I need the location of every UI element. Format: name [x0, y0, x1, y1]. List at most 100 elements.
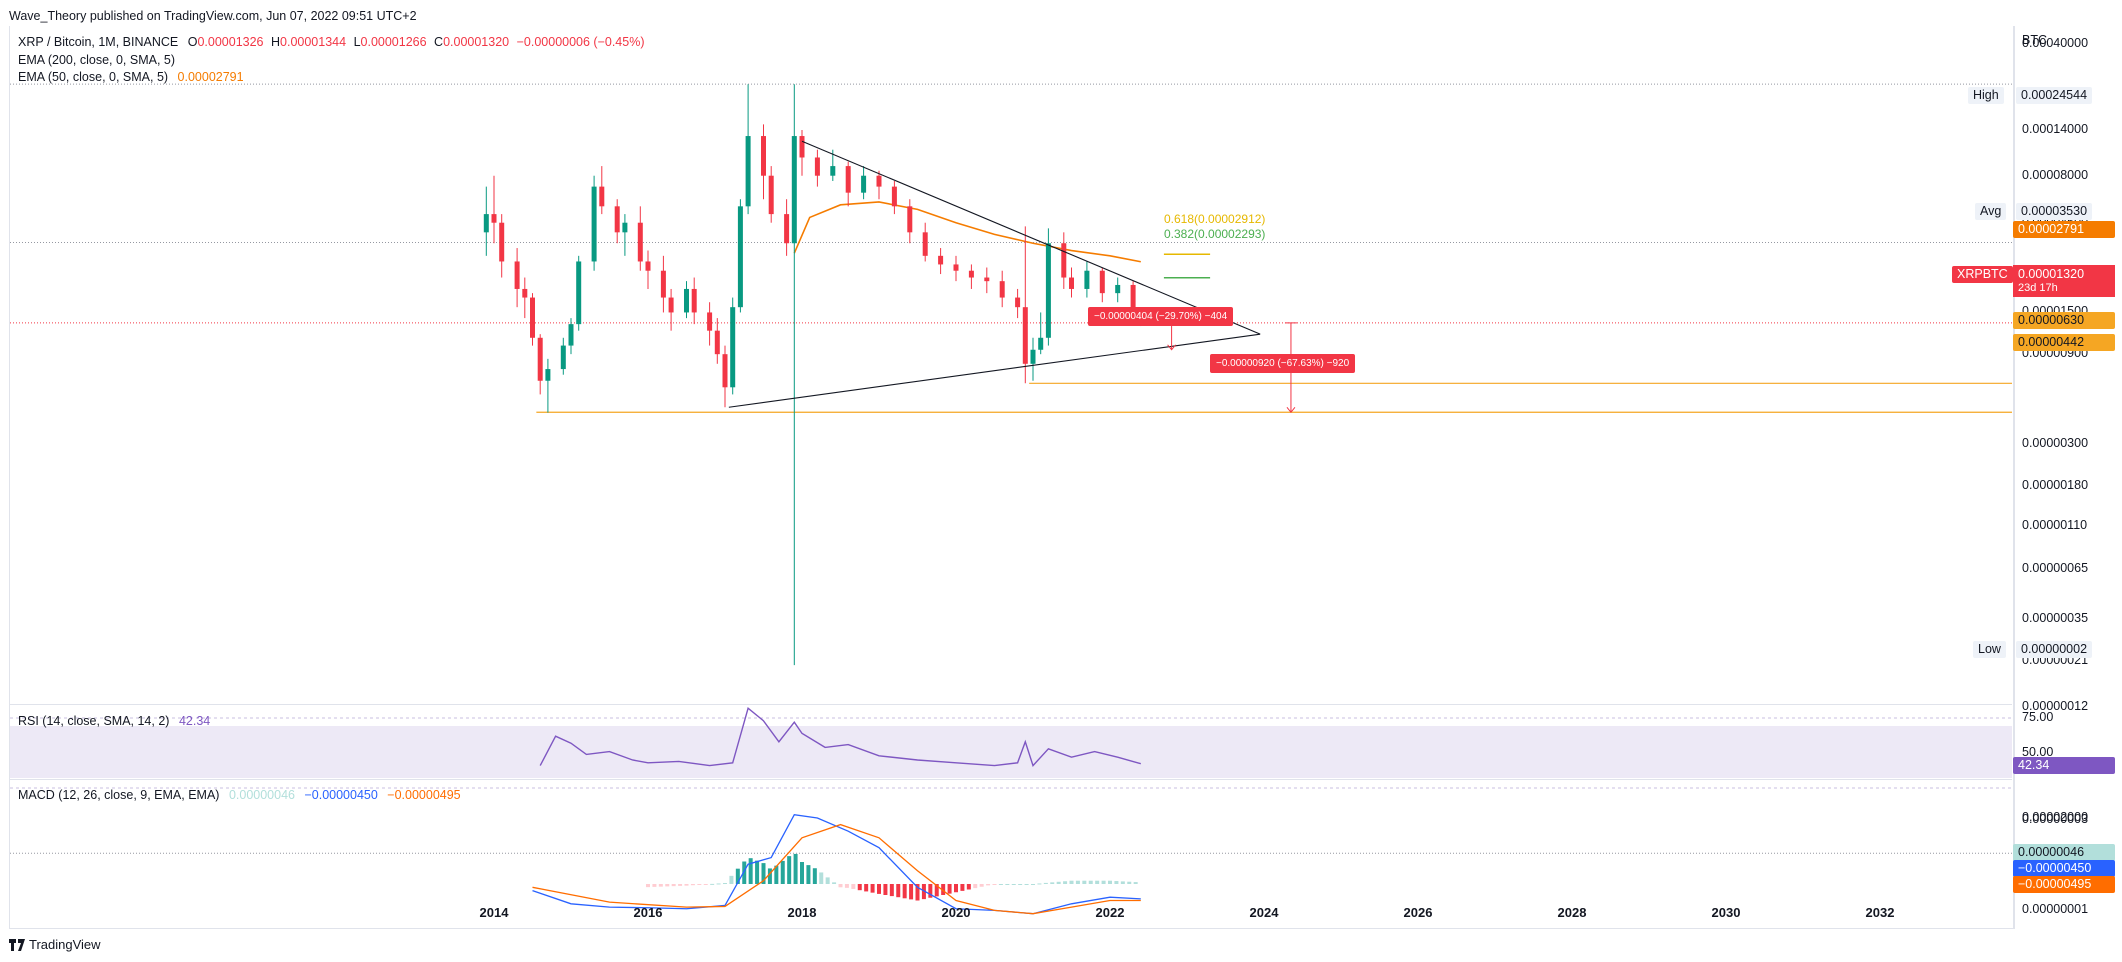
- macd-histogram-bar: [684, 884, 689, 886]
- macd-histogram-bar: [658, 884, 663, 887]
- candle-body: [784, 214, 790, 244]
- macd-histogram-bar: [780, 860, 785, 884]
- time-tick-label: 2018: [787, 905, 817, 920]
- macd-histogram-bar: [954, 884, 958, 893]
- candle-body: [938, 255, 944, 265]
- candle-body: [514, 261, 520, 289]
- rsi-tick-label: 75.00: [2022, 710, 2054, 724]
- ema-value-tag: 0.00002791: [2013, 221, 2115, 238]
- candle-body: [861, 175, 867, 193]
- fib-618-label[interactable]: 0.618(0.00002912): [1164, 212, 1266, 226]
- macd-histogram-bar: [851, 884, 856, 889]
- macd-histogram-bar: [979, 884, 984, 887]
- ema50-legend[interactable]: EMA (50, close, 0, SMA, 5) 0.00002791: [18, 70, 244, 84]
- candle-body: [668, 297, 674, 313]
- macd-histogram-bar: [1043, 882, 1048, 884]
- avg-tag: Avg: [1975, 203, 2007, 220]
- candle-body: [614, 206, 620, 233]
- macd-histogram-bar: [806, 865, 811, 884]
- symbol-legend[interactable]: XRP / Bitcoin, 1M, BINANCE O0.00001326 H…: [18, 35, 645, 49]
- candle-body: [1099, 270, 1105, 294]
- countdown: 23d 17h: [2018, 282, 2058, 294]
- candle-body: [568, 324, 574, 346]
- ohlc-change: −0.00000006 (−0.45%): [516, 35, 645, 49]
- macd-histogram-bar: [1024, 884, 1029, 885]
- logo-text: TradingView: [29, 937, 101, 952]
- macd-pane-separator[interactable]: [10, 779, 2012, 780]
- fib-382-label[interactable]: 0.382(0.00002293): [1164, 227, 1266, 241]
- publisher-line: Wave_Theory published on TradingView.com…: [9, 9, 417, 23]
- macd-histogram-bar: [819, 872, 824, 884]
- ohlc-high: 0.00001344: [280, 35, 347, 49]
- chart-frame: [9, 26, 2015, 929]
- candle-body: [599, 186, 605, 207]
- candle-body: [714, 330, 720, 355]
- macd-histogram-bar: [992, 884, 997, 885]
- macd-histogram-bar: [787, 856, 792, 884]
- macd-histogram-bar: [1031, 884, 1035, 885]
- high-tag: High: [1968, 87, 2004, 104]
- macd-histogram-bar: [690, 884, 695, 886]
- macd-histogram-bar: [896, 884, 901, 898]
- macd-histogram-bar: [1088, 880, 1093, 884]
- candle-body: [522, 288, 528, 298]
- macd-histogram-bar: [1108, 880, 1112, 884]
- macd-histogram-bar: [998, 884, 1003, 885]
- low-tag: Low: [1973, 641, 2006, 658]
- macd-histogram-bar: [1127, 881, 1132, 884]
- candle-body: [560, 345, 566, 370]
- time-tick-label: 2024: [1249, 905, 1279, 920]
- macd-signal-line: [532, 823, 1141, 915]
- time-tick-label: 2026: [1403, 905, 1433, 920]
- price-tick-label: 0.00008000: [2022, 167, 2089, 182]
- macd-histogram-bar: [877, 884, 881, 894]
- macd-histogram-bar: [774, 865, 779, 884]
- rsi-pane-separator[interactable]: [10, 704, 2012, 705]
- price-tick-label: 0.00000003: [2022, 812, 2089, 827]
- candle-body: [1038, 337, 1044, 350]
- candle-body: [814, 157, 820, 176]
- triangle-upper-trendline: [801, 140, 1261, 335]
- candle-body: [537, 337, 543, 381]
- rsi-band: [10, 726, 2012, 778]
- candle-body: [745, 136, 751, 207]
- measure-label-2[interactable]: −0.00000920 (−67.63%) −920: [1210, 354, 1356, 373]
- ema200-legend[interactable]: EMA (200, close, 0, SMA, 5): [18, 53, 176, 67]
- macd-legend[interactable]: MACD (12, 26, close, 9, EMA, EMA) 0.0000…: [18, 788, 461, 802]
- ohlc-low: 0.00001266: [360, 35, 427, 49]
- macd-histogram-bar: [729, 875, 734, 884]
- candle-body: [576, 261, 582, 325]
- candle-body: [1130, 284, 1136, 313]
- macd-histogram-bar: [1011, 884, 1016, 885]
- tradingview-logo[interactable]: TradingView: [9, 937, 101, 952]
- macd-histogram-bar: [915, 884, 920, 901]
- rsi-tick-label: 50.00: [2022, 745, 2054, 759]
- time-tick-label: 2016: [633, 905, 663, 920]
- macd-tick-label: 0.00002000: [2022, 810, 2089, 824]
- macd-histogram-bar: [748, 858, 753, 884]
- candle-body: [830, 166, 836, 176]
- last-price: 0.00001320: [2018, 267, 2085, 281]
- candle-body: [483, 214, 489, 233]
- measure-arrowhead-1: [1167, 344, 1176, 351]
- macd-histogram-bar: [703, 884, 708, 885]
- macd-histogram-bar: [909, 884, 914, 900]
- candle-body: [907, 206, 913, 233]
- macd-histogram-bar: [671, 884, 676, 887]
- time-tick-label: 2032: [1865, 905, 1895, 920]
- last-price-tag: 0.00001320 23d 17h: [2013, 265, 2115, 297]
- macd-line-value: −0.00000450: [304, 788, 378, 802]
- macd-histogram-bar: [1069, 880, 1074, 884]
- macd-histogram-bar: [1101, 880, 1106, 884]
- candle-body: [622, 222, 628, 233]
- macd-histogram-bar: [902, 884, 907, 899]
- candle-body: [1030, 349, 1036, 364]
- candle-body: [953, 264, 959, 271]
- rsi-legend[interactable]: RSI (14, close, SMA, 14, 2) 42.34: [18, 714, 210, 728]
- candle-body: [691, 288, 697, 313]
- measure-label-1[interactable]: −0.00000404 (−29.70%) −404: [1088, 307, 1234, 326]
- candle-body: [768, 175, 774, 215]
- candle-body: [545, 369, 551, 381]
- macd-histogram-bar: [928, 884, 933, 898]
